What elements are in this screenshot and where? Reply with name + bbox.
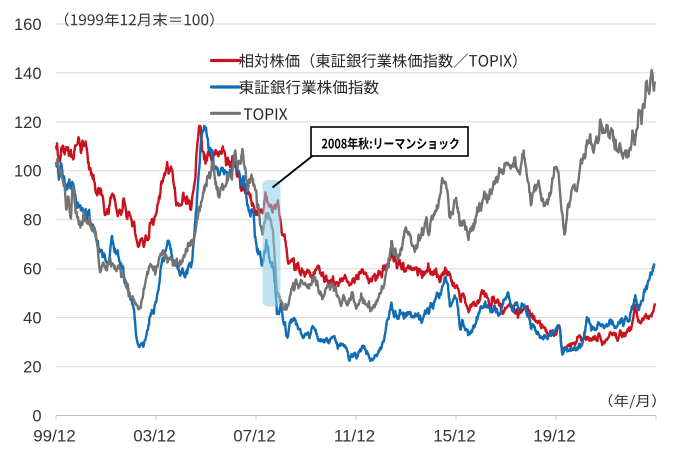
svg-text:0: 0 [32, 407, 41, 425]
svg-text:120: 120 [14, 114, 42, 132]
svg-text:19/12: 19/12 [533, 427, 576, 446]
svg-text:160: 160 [14, 16, 42, 34]
svg-text:03/12: 03/12 [133, 427, 176, 446]
svg-text:11/12: 11/12 [334, 427, 375, 446]
svg-text:140: 140 [14, 65, 42, 83]
svg-text:100: 100 [14, 163, 42, 181]
svg-text:40: 40 [23, 310, 41, 328]
svg-text:07/12: 07/12 [233, 427, 276, 446]
svg-text:20: 20 [23, 359, 41, 377]
svg-text:15/12: 15/12 [433, 427, 476, 446]
svg-text:80: 80 [23, 212, 41, 230]
svg-text:60: 60 [23, 261, 41, 279]
svg-text:99/12: 99/12 [33, 427, 76, 446]
